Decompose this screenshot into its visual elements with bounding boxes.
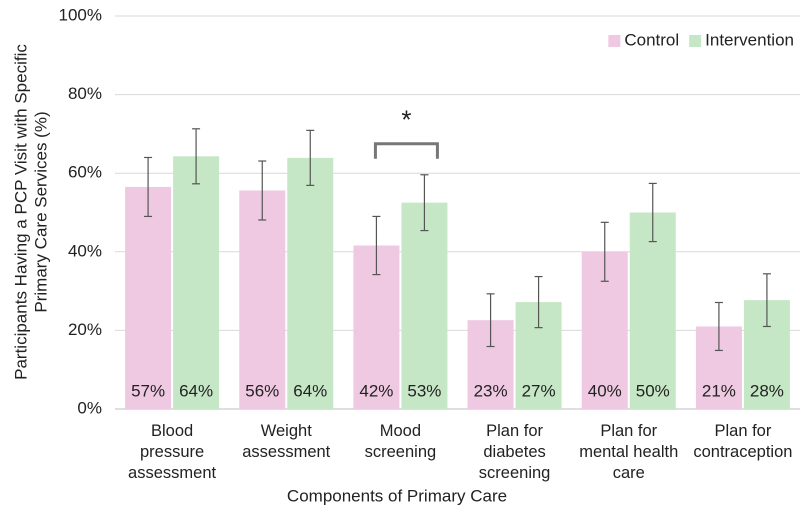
y-axis-title: Primary Care Services (%) — [31, 111, 50, 312]
value-label: 23% — [474, 381, 508, 400]
error-bar — [420, 174, 429, 232]
bar — [629, 212, 676, 409]
error-bar — [534, 275, 543, 329]
bar — [401, 202, 448, 409]
y-axis-title: Participants Having a PCP Visit with Spe… — [11, 44, 30, 380]
x-tick-label: Plan for contraception — [693, 422, 793, 461]
y-tick-label: 40% — [68, 241, 102, 260]
error-bar — [306, 129, 315, 186]
error-bar — [714, 301, 723, 352]
significance-label: * — [401, 105, 411, 135]
error-bar — [258, 160, 267, 221]
value-label: 64% — [179, 381, 213, 400]
value-label: 42% — [359, 381, 393, 400]
y-tick-label: 0% — [77, 398, 102, 417]
value-label: 64% — [293, 381, 327, 400]
x-axis-title: Components of Primary Care — [287, 486, 507, 505]
y-tick-label: 100% — [59, 5, 102, 24]
y-tick-label: 80% — [68, 84, 102, 103]
x-tick-label: Blood pressure assessment — [128, 422, 217, 482]
value-label: 27% — [522, 381, 556, 400]
bar — [173, 156, 220, 409]
value-label: 50% — [636, 381, 670, 400]
significance-bracket — [373, 142, 439, 159]
bar — [125, 186, 172, 409]
error-bar — [192, 128, 201, 185]
y-tick-label: 60% — [68, 163, 102, 182]
x-tick-label: Plan for diabetes screening — [478, 422, 551, 482]
error-bar — [486, 293, 495, 348]
value-label: 28% — [750, 381, 784, 400]
value-label: 53% — [407, 381, 441, 400]
x-tick-label: Weight assessment — [242, 422, 331, 461]
bar — [239, 190, 286, 409]
error-bar — [648, 182, 657, 243]
value-label: 57% — [131, 381, 165, 400]
error-bar — [372, 215, 381, 276]
error-bar — [144, 156, 153, 218]
legend-label: Intervention — [705, 30, 794, 49]
value-label: 21% — [702, 381, 736, 400]
error-bar — [600, 221, 609, 282]
value-label: 40% — [588, 381, 622, 400]
value-label: 56% — [245, 381, 279, 400]
x-tick-label: Plan for mental health care — [579, 422, 679, 482]
x-tick-label: Mood screening — [364, 422, 437, 461]
legend-label: Control — [624, 30, 679, 49]
legend-swatch — [608, 35, 621, 47]
error-bar — [762, 273, 771, 328]
legend-swatch — [689, 35, 702, 47]
bar — [287, 157, 334, 409]
y-tick-label: 20% — [68, 320, 102, 339]
